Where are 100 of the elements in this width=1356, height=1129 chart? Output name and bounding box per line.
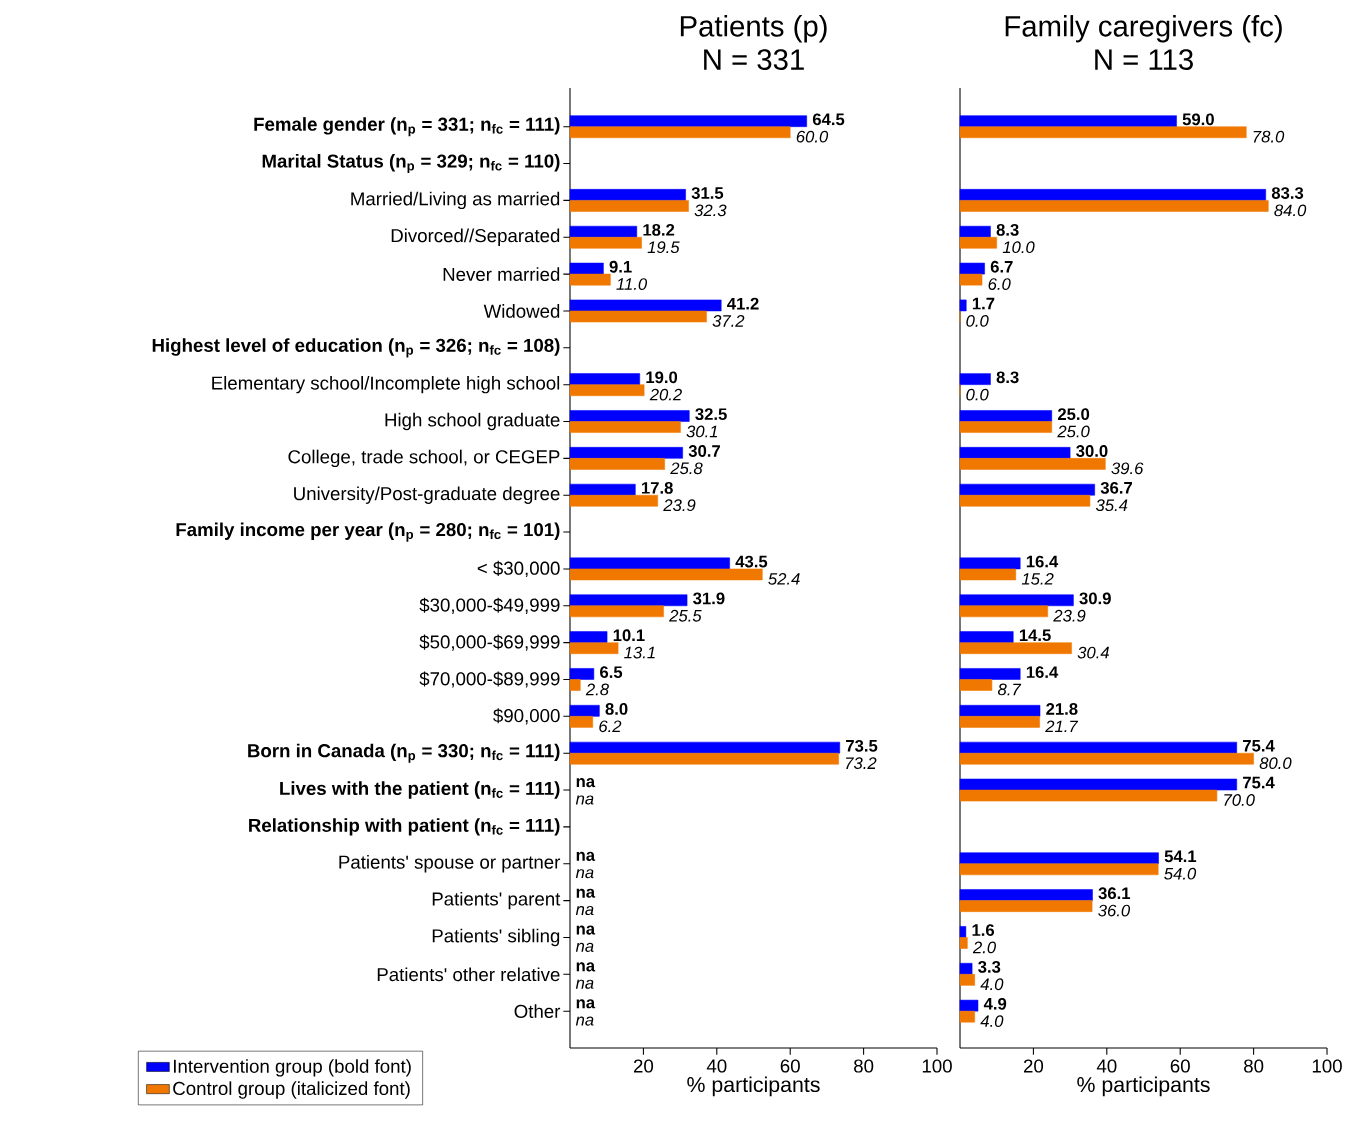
data-label: 25.8 — [670, 462, 703, 475]
text: na — [575, 905, 594, 916]
data-label: 2.8 — [585, 683, 609, 696]
data-label: 10.1 — [613, 629, 645, 642]
data-label: 31.5 — [691, 187, 724, 199]
category-label: Family income per year (n$_{p}$ = 280; n$_{fc}$ = 101) — [176, 522, 560, 542]
x-tick-label: 100 — [922, 1059, 952, 1073]
data-label: 78.0 — [1253, 130, 1285, 143]
bar — [959, 557, 1021, 570]
x-axis-title: % participants — [687, 1076, 820, 1097]
data-label: 0.0 — [966, 388, 989, 401]
bar — [569, 458, 665, 470]
bar — [959, 999, 979, 1012]
bar — [569, 410, 690, 422]
bar — [569, 716, 594, 728]
text: na — [575, 869, 594, 879]
text: na — [575, 795, 594, 805]
bar — [959, 373, 991, 385]
y-tick-label: $30,000-$49,999 — [419, 597, 560, 614]
text: na — [576, 925, 596, 935]
x-tick-label: 80 — [854, 1059, 874, 1073]
bar — [959, 926, 967, 938]
text: na — [575, 979, 594, 989]
data-label: 13.1 — [624, 646, 655, 659]
data-label: 1.6 — [972, 924, 995, 936]
bar — [569, 126, 791, 139]
data-label: 23.9 — [1053, 609, 1086, 622]
data-label: 6.5 — [600, 666, 623, 679]
data-label: 20.2 — [649, 388, 682, 401]
data-label: 6.7 — [990, 260, 1013, 273]
bar — [959, 631, 1014, 643]
data-label: 54.0 — [1164, 867, 1197, 880]
data-label: 9.1 — [609, 260, 632, 273]
bar — [569, 384, 645, 396]
y-tick-label: Elementary school/Incomplete high school — [212, 375, 560, 394]
bar — [959, 889, 1093, 901]
data-label: 10.0 — [1002, 241, 1035, 254]
data-label: 6.0 — [988, 278, 1011, 290]
x-tick-label: 60 — [1170, 1059, 1190, 1073]
bar — [959, 605, 1048, 618]
bar — [959, 1010, 975, 1023]
bar — [959, 789, 1218, 802]
data-label: 21.8 — [1046, 703, 1078, 715]
bar — [959, 962, 973, 975]
data-label: 1.7 — [972, 297, 995, 310]
bar — [959, 594, 1074, 607]
bar — [569, 642, 619, 654]
bar — [569, 200, 689, 212]
data-label: 0.0 — [966, 315, 989, 327]
data-label: 17.8 — [641, 481, 673, 494]
text: na — [576, 888, 596, 898]
data-label: 31.9 — [693, 592, 725, 605]
data-label: 30.9 — [1079, 592, 1111, 605]
data-label: 60.0 — [796, 130, 829, 143]
bar — [569, 668, 595, 680]
data-label: 54.1 — [1164, 850, 1197, 863]
data-label: 75.4 — [1243, 776, 1275, 789]
bar — [569, 115, 807, 127]
bar — [569, 262, 604, 275]
bar — [959, 126, 1247, 139]
data-label: 32.3 — [694, 204, 727, 217]
data-label: 37.2 — [712, 315, 745, 327]
bar — [959, 863, 1159, 876]
bar — [959, 642, 1072, 654]
bar — [959, 679, 993, 691]
data-label: 83.3 — [1271, 187, 1304, 199]
bar — [959, 716, 1040, 728]
bar — [959, 900, 1093, 912]
data-label: 18.2 — [643, 224, 675, 236]
data-label: 36.7 — [1100, 481, 1132, 494]
data-label: 32.5 — [695, 408, 727, 421]
chart-title: Family caregivers (fc) — [1005, 15, 1282, 43]
bar — [569, 741, 841, 754]
data-label: 73.2 — [845, 757, 877, 770]
bar — [959, 705, 1041, 717]
data-label: 25.0 — [1057, 425, 1090, 438]
data-label: 30.0 — [1076, 445, 1108, 457]
category-label: Female gender (n$_{p}$ = 331; n$_{fc}$ = 111) — [254, 117, 560, 137]
bar — [569, 299, 722, 312]
data-label: 41.2 — [727, 297, 759, 310]
bar — [569, 631, 608, 643]
bar — [959, 236, 997, 249]
text: na — [576, 999, 596, 1009]
data-label: 73.5 — [846, 739, 878, 752]
data-label: 36.0 — [1098, 904, 1131, 917]
bar — [959, 778, 1237, 791]
data-label: 19.0 — [646, 371, 678, 384]
bar — [959, 200, 1269, 212]
x-tick-label: 40 — [706, 1059, 727, 1073]
data-label: 35.4 — [1095, 499, 1128, 512]
text: na — [575, 942, 594, 952]
bar — [959, 225, 991, 238]
data-label: 52.4 — [768, 572, 800, 585]
bar — [959, 458, 1106, 470]
bar — [959, 741, 1237, 754]
data-label: 25.5 — [669, 609, 702, 622]
bar — [569, 421, 681, 433]
chart-subtitle: N = 113 — [1095, 49, 1193, 70]
x-tick-label: 100 — [1312, 1059, 1342, 1073]
y-tick-label: Widowed — [483, 304, 560, 318]
